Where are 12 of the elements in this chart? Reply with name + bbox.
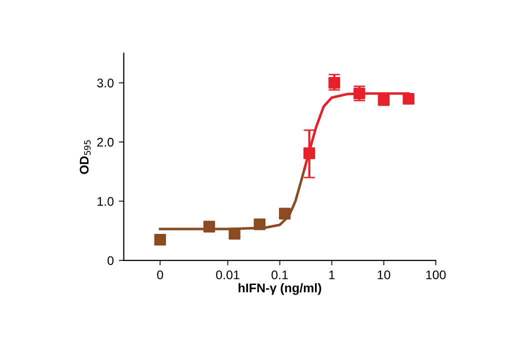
x-axis-title: hIFN-γ (ng/ml) [238, 283, 322, 295]
y-tick-label: 3.0 [97, 78, 114, 88]
x-tick-label: 0.01 [216, 270, 240, 280]
y-axis-title: OD$_{595}$ [80, 140, 91, 174]
y-tick-label: 1.0 [98, 197, 114, 206]
x-tick-label: 1 [329, 270, 335, 280]
x-tick-label: 100 [426, 270, 446, 280]
x-tick-label: 0.1 [272, 270, 288, 280]
x-tick-label: 10 [378, 270, 390, 280]
y-tick-label: 0 [108, 256, 114, 266]
x-tick-label: 0 [157, 270, 164, 280]
y-tick-label: 2.0 [97, 138, 114, 147]
